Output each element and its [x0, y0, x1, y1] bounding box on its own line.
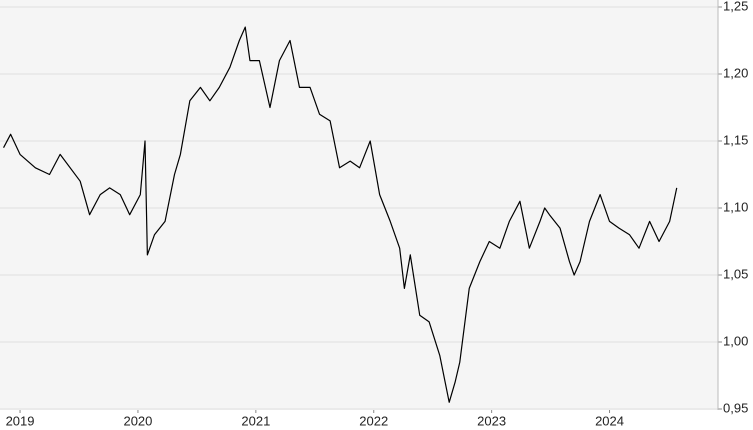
- y-tick-label: 1,25: [723, 0, 748, 13]
- y-tick-label: 1,10: [723, 199, 748, 214]
- price-line: [3, 26, 678, 403]
- x-tick-label: 2019: [6, 413, 35, 428]
- y-tick-label: 1,05: [723, 266, 748, 281]
- plot-area: [0, 0, 718, 410]
- y-tick-label: 1,15: [723, 132, 748, 147]
- y-tick-label: 1,00: [723, 333, 748, 348]
- y-tick-label: 0,95: [723, 400, 748, 415]
- x-tick-label: 2023: [477, 413, 506, 428]
- x-tick-label: 2024: [595, 413, 624, 428]
- x-tick-label: 2021: [241, 413, 270, 428]
- x-tick-label: 2020: [123, 413, 152, 428]
- y-tick-label: 1,20: [723, 65, 748, 80]
- x-tick-label: 2022: [359, 413, 388, 428]
